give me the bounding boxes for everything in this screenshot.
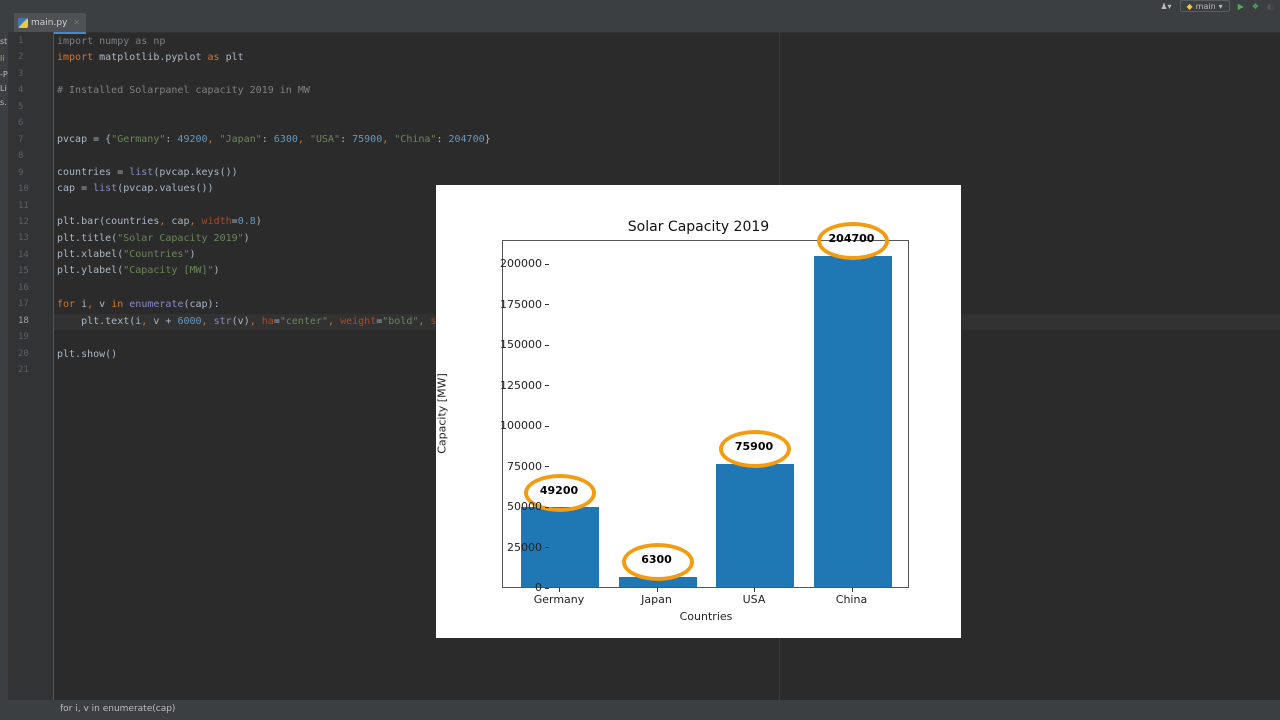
code-line-20: plt.show() — [57, 349, 118, 360]
code-line-17: for i, v in enumerate(cap): — [57, 299, 220, 310]
y-tick-label: 0 — [535, 581, 549, 594]
code-line-12: plt.bar(countries, cap, width=0.8) — [57, 216, 262, 227]
y-tick-label: 150000 — [500, 338, 549, 351]
code-line-9: countries = list(pvcap.keys()) — [57, 167, 238, 178]
editor-tab-bar — [0, 12, 1280, 33]
line-number: 14 — [18, 249, 29, 260]
bar-china — [813, 255, 892, 587]
run-toolbar: ♟▾ ◆ main ▾ ▶ ❖ ◐ — [1160, 0, 1280, 12]
profile-icon[interactable]: ◐ — [1267, 1, 1274, 11]
y-tick-label: 75000 — [507, 460, 549, 473]
code-line-18: plt.text(i, v + 6000, str(v), ha="center… — [57, 316, 437, 327]
line-number: 8 — [18, 151, 24, 162]
line-number: 2 — [18, 52, 24, 63]
x-tick-label: Germany — [533, 593, 585, 606]
chevron-down-icon: ▾ — [1218, 1, 1223, 11]
value-label: 6300 — [641, 553, 672, 567]
close-icon[interactable]: ✕ — [73, 18, 81, 27]
line-number: 5 — [18, 101, 24, 112]
x-tick-mark — [754, 588, 755, 592]
line-number: 18 — [18, 315, 29, 326]
code-line-13: plt.title("Solar Capacity 2019") — [57, 233, 250, 244]
panel-fragment: Li — [0, 84, 7, 93]
bar-usa — [716, 464, 794, 587]
panel-fragment: -P — [0, 70, 8, 79]
line-number: 6 — [18, 118, 24, 129]
user-icon[interactable]: ♟▾ — [1160, 1, 1172, 11]
tab-main-py[interactable]: main.py ✕ — [14, 13, 87, 34]
highlight-ellipse — [719, 430, 791, 469]
y-tick-label: 100000 — [500, 419, 549, 432]
x-tick-label: USA — [742, 593, 766, 606]
line-number: 20 — [18, 348, 29, 359]
python-icon: ◆ — [1186, 1, 1193, 11]
line-number: 10 — [18, 184, 29, 195]
debug-icon[interactable]: ❖ — [1251, 1, 1260, 11]
highlight-ellipse — [621, 543, 694, 582]
x-axis-label: Countries — [679, 610, 733, 623]
x-tick-label: China — [835, 593, 868, 606]
x-tick-mark — [559, 588, 560, 592]
x-tick-label: Japan — [641, 593, 672, 606]
chart-title: Solar Capacity 2019 — [627, 219, 770, 235]
code-line-15: plt.ylabel("Capacity [MW]") — [57, 265, 220, 276]
y-tick-label: 200000 — [500, 257, 549, 270]
line-number: 16 — [18, 282, 29, 293]
value-label: 75900 — [734, 440, 774, 454]
breadcrumb[interactable]: for i, v in enumerate(cap) — [60, 704, 176, 714]
code-editor[interactable]: import numpy as np import matplotlib.pyp… — [54, 32, 1280, 700]
code-line-7: pvcap = {"Germany": 49200, "Japan": 6300… — [57, 134, 491, 145]
line-number: 11 — [18, 200, 29, 211]
status-bar: for i, v in enumerate(cap) — [0, 700, 1280, 720]
panel-fragment: s. — [0, 98, 7, 107]
line-number: 3 — [18, 68, 24, 79]
line-number: 17 — [18, 299, 29, 310]
code-line-4: # Installed Solarpanel capacity 2019 in … — [57, 85, 310, 96]
project-panel-edge[interactable]: st li -P Li s. — [0, 32, 8, 720]
code-line-10: cap = list(pvcap.values()) — [57, 183, 214, 194]
line-number: 7 — [18, 134, 24, 145]
line-number: 1 — [18, 36, 24, 46]
plot-area — [502, 240, 909, 588]
run-config-label: main — [1195, 1, 1216, 11]
line-number: 12 — [18, 216, 29, 227]
line-number: 13 — [18, 233, 29, 244]
line-number: 15 — [18, 266, 29, 277]
y-tick-label: 50000 — [507, 500, 549, 513]
highlight-ellipse — [524, 473, 596, 512]
line-number: 9 — [18, 167, 24, 178]
code-line-1: import numpy as np — [57, 36, 166, 47]
panel-fragment: st — [0, 37, 8, 46]
value-label: 204700 — [828, 231, 875, 245]
y-tick-label: 175000 — [500, 298, 549, 311]
line-number: 4 — [18, 85, 24, 96]
line-number: 19 — [18, 332, 29, 343]
code-line-2: import matplotlib.pyplot as plt — [57, 52, 244, 63]
highlight-ellipse — [816, 221, 889, 260]
value-label: 49200 — [539, 483, 579, 497]
y-tick-label: 125000 — [500, 379, 549, 392]
title-bar: ♟▾ ◆ main ▾ ▶ ❖ ◐ — [0, 0, 1280, 12]
code-line-14: plt.xlabel("Countries") — [57, 249, 196, 260]
bar-japan — [618, 576, 697, 587]
line-number: 21 — [18, 365, 29, 375]
panel-fragment: li — [0, 54, 5, 63]
y-axis-label: Capacity [MW] — [435, 373, 449, 454]
python-file-icon — [18, 17, 28, 28]
line-number-gutter: 1 2 3 4 5 6 7 8 9 10 11 12 13 14 15 16 17 18 19 20 21 — [8, 32, 54, 700]
x-tick-mark — [851, 588, 853, 592]
matplotlib-figure-window: Solar Capacity 2019 Capacity [MW] Countr… — [436, 185, 961, 638]
y-tick-label: 25000 — [507, 541, 549, 554]
tab-label: main.py — [31, 17, 68, 28]
run-icon[interactable]: ▶ — [1237, 1, 1244, 11]
run-config-selector[interactable]: ◆ main ▾ — [1179, 0, 1230, 12]
x-tick-mark — [656, 588, 658, 592]
